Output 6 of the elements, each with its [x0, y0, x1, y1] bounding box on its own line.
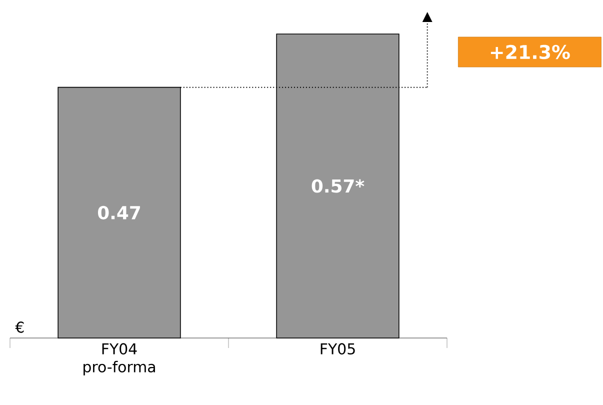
data-label: 0.47 [98, 206, 140, 220]
text: +21.3% [490, 44, 570, 60]
x-tick-label: FY04 pro-forma [84, 343, 155, 376]
data-label: 0.57* [312, 179, 364, 193]
y-axis-title: € [15, 322, 24, 333]
x-tick-label: FY05 [320, 343, 355, 354]
